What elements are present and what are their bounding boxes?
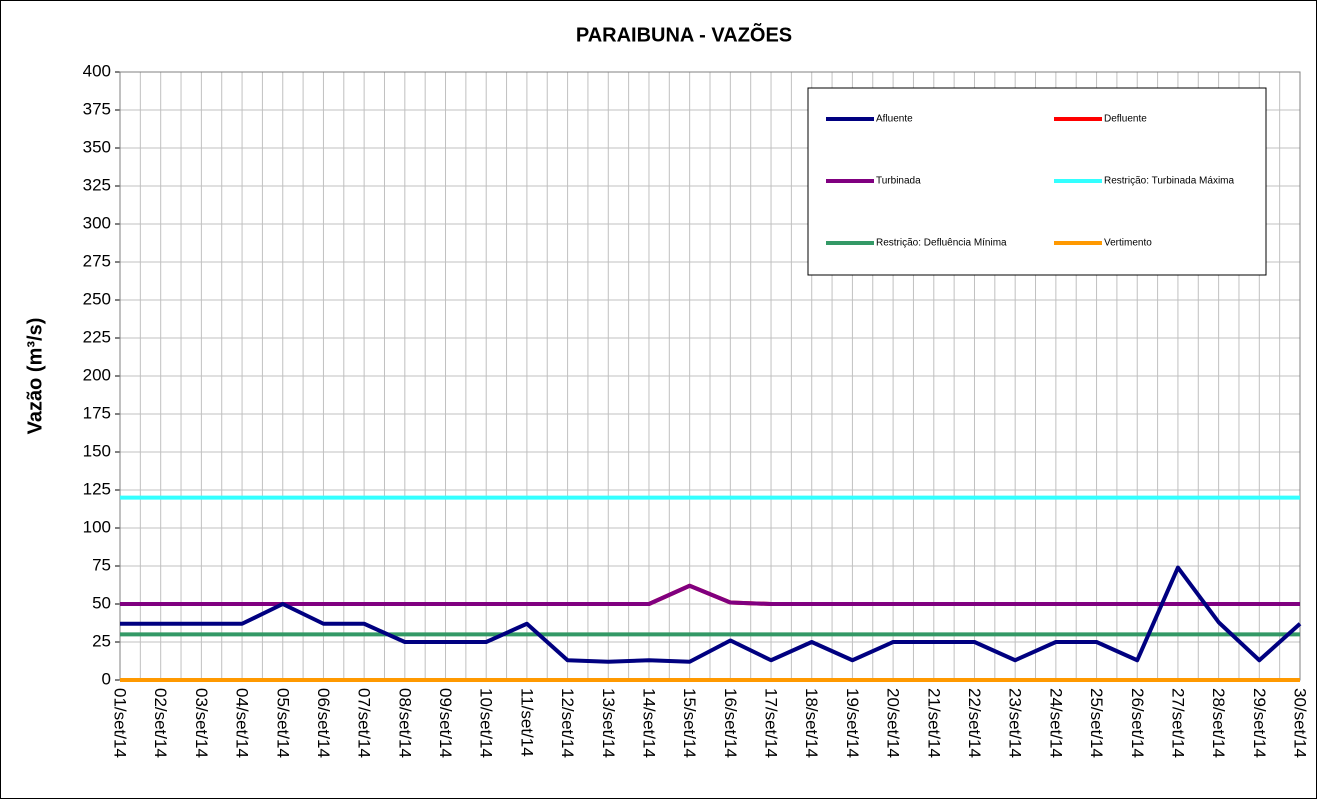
x-tick-label: 20/set/14 [884,688,903,758]
x-tick-label: 16/set/14 [721,688,740,758]
x-tick-label: 09/set/14 [436,688,455,758]
x-tick-label: 22/set/14 [965,688,984,758]
y-tick-label: 0 [102,669,111,688]
legend-label: Restrição: Turbinada Máxima [1104,176,1234,187]
y-tick-label: 325 [83,175,111,194]
x-tick-label: 05/set/14 [273,688,292,758]
x-tick-label: 07/set/14 [355,688,374,758]
x-tick-label: 04/set/14 [233,688,252,758]
series-line [120,565,1302,664]
chart-title: PARAIBUNA - VAZÕES [576,22,792,46]
x-tick-label: 11/set/14 [517,688,536,757]
y-tick-label: 300 [83,213,111,232]
x-tick-label: 25/set/14 [1087,688,1106,758]
x-tick-label: 06/set/14 [314,688,333,758]
x-tick-label: 23/set/14 [1006,688,1025,758]
x-tick-label: 19/set/14 [843,688,862,758]
x-tick-label: 28/set/14 [1209,688,1228,758]
x-tick-label: 29/set/14 [1250,688,1269,758]
x-tick-label: 10/set/14 [477,688,496,758]
x-tick-label: 12/set/14 [558,688,577,758]
y-tick-label: 225 [83,327,111,346]
x-tick-label: 14/set/14 [639,688,658,758]
y-tick-label: 125 [83,479,111,498]
x-tick-label: 26/set/14 [1128,688,1147,758]
x-tick-label: 24/set/14 [1046,688,1065,758]
legend-label: Restrição: Defluência Mínima [876,238,1007,249]
x-tick-label: 21/set/14 [924,688,943,758]
y-tick-label: 275 [83,251,111,270]
y-tick-label: 175 [83,403,111,422]
series-line [120,583,1300,606]
y-tick-label: 250 [83,289,111,308]
x-tick-label: 15/set/14 [680,688,699,758]
y-axis-label: Vazão (m³/s) [24,318,46,435]
x-tick-label: 13/set/14 [599,688,618,758]
x-tick-label: 18/set/14 [802,688,821,758]
y-tick-label: 200 [83,365,111,384]
legend-label: Afluente [876,114,913,125]
x-tick-label: 03/set/14 [192,688,211,758]
legend-box [807,87,1267,276]
y-tick-label: 75 [92,555,111,574]
legend-label: Defluente [1104,114,1147,125]
x-tick-label: 08/set/14 [395,688,414,758]
x-tick-label: 27/set/14 [1168,688,1187,758]
y-tick-label: 25 [92,631,111,650]
x-tick-label: 01/set/14 [111,688,130,758]
y-tick-label: 375 [83,99,111,118]
y-tick-label: 150 [83,441,111,460]
x-tick-label: 30/set/14 [1291,688,1310,758]
y-tick-label: 350 [83,137,111,156]
y-tick-label: 50 [92,593,111,612]
x-tick-label: 02/set/14 [151,688,170,758]
y-tick-label: 100 [83,517,111,536]
x-tick-label: 17/set/14 [762,688,781,758]
legend-label: Turbinada [876,176,921,187]
legend-label: Vertimento [1104,238,1152,249]
y-tick-label: 400 [83,61,111,80]
